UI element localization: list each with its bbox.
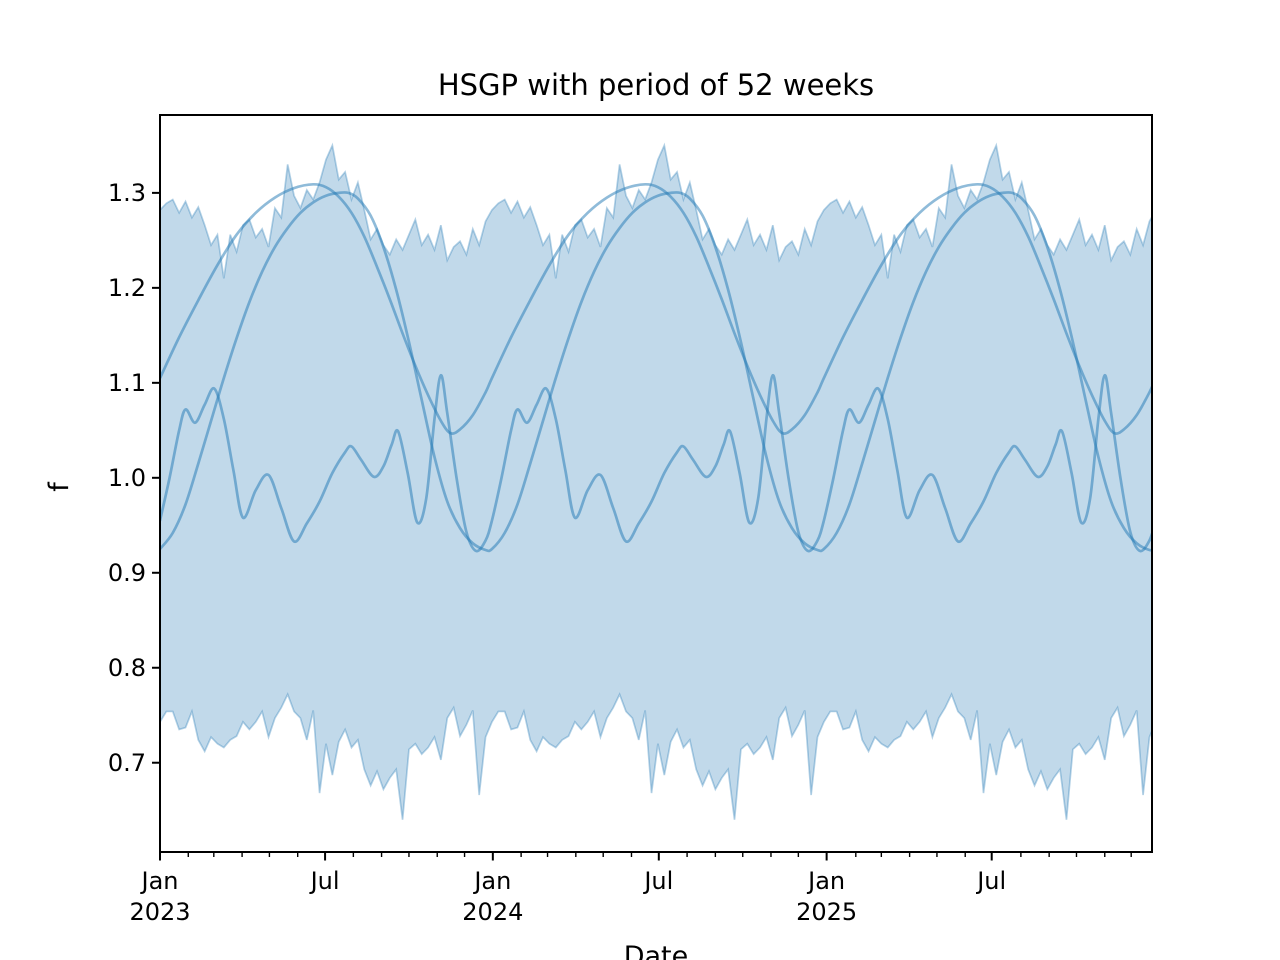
y-tick-label: 1.3 — [107, 178, 146, 207]
hdi-band — [160, 145, 1152, 820]
y-tick-label: 1.1 — [107, 368, 146, 397]
x-tick-label: Jul — [977, 867, 1007, 895]
y-tick-label: 0.8 — [107, 653, 146, 682]
hdi-band-lower-edge — [160, 692, 1152, 820]
sample-curve-3 — [160, 373, 1152, 553]
y-tick-label: 1.2 — [107, 273, 146, 302]
chart-title: HSGP with period of 52 weeks — [437, 68, 875, 102]
sample-curve-2 — [160, 190, 1152, 553]
hdi-band-upper-edge — [160, 142, 1152, 279]
y-tick-label: 0.7 — [107, 748, 146, 777]
x-tick-label: Jul — [644, 867, 674, 895]
x-tick-label: Jan 2023 — [129, 867, 191, 926]
x-tick-label: Jan 2024 — [462, 867, 524, 926]
x-axis-label: Date — [623, 941, 689, 960]
plot-spines — [159, 114, 1153, 853]
sample-curve-1 — [160, 182, 1152, 435]
y-tick-label: 0.9 — [107, 558, 146, 587]
y-tick-label: 1.0 — [107, 463, 146, 492]
x-tick-label: Jan 2025 — [796, 867, 858, 926]
x-tick-label: Jul — [310, 867, 340, 895]
